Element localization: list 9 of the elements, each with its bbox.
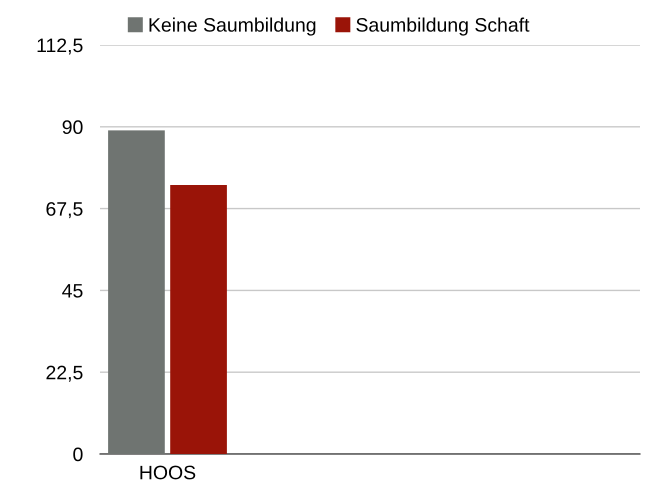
legend-label: Keine Saumbildung <box>150 18 316 36</box>
legend-label: Saumbildung Schaft <box>356 18 530 36</box>
y-tick-label: 112,5 <box>38 38 83 55</box>
y-tick-label: 67,5 <box>46 202 83 218</box>
x-tick-label: HOOS <box>140 466 196 480</box>
y-tick-label: 22,5 <box>46 366 83 382</box>
y-tick-label: 45 <box>62 284 83 298</box>
y-tick-label: 90 <box>62 120 83 134</box>
y-tick-label: 0 <box>73 447 83 462</box>
